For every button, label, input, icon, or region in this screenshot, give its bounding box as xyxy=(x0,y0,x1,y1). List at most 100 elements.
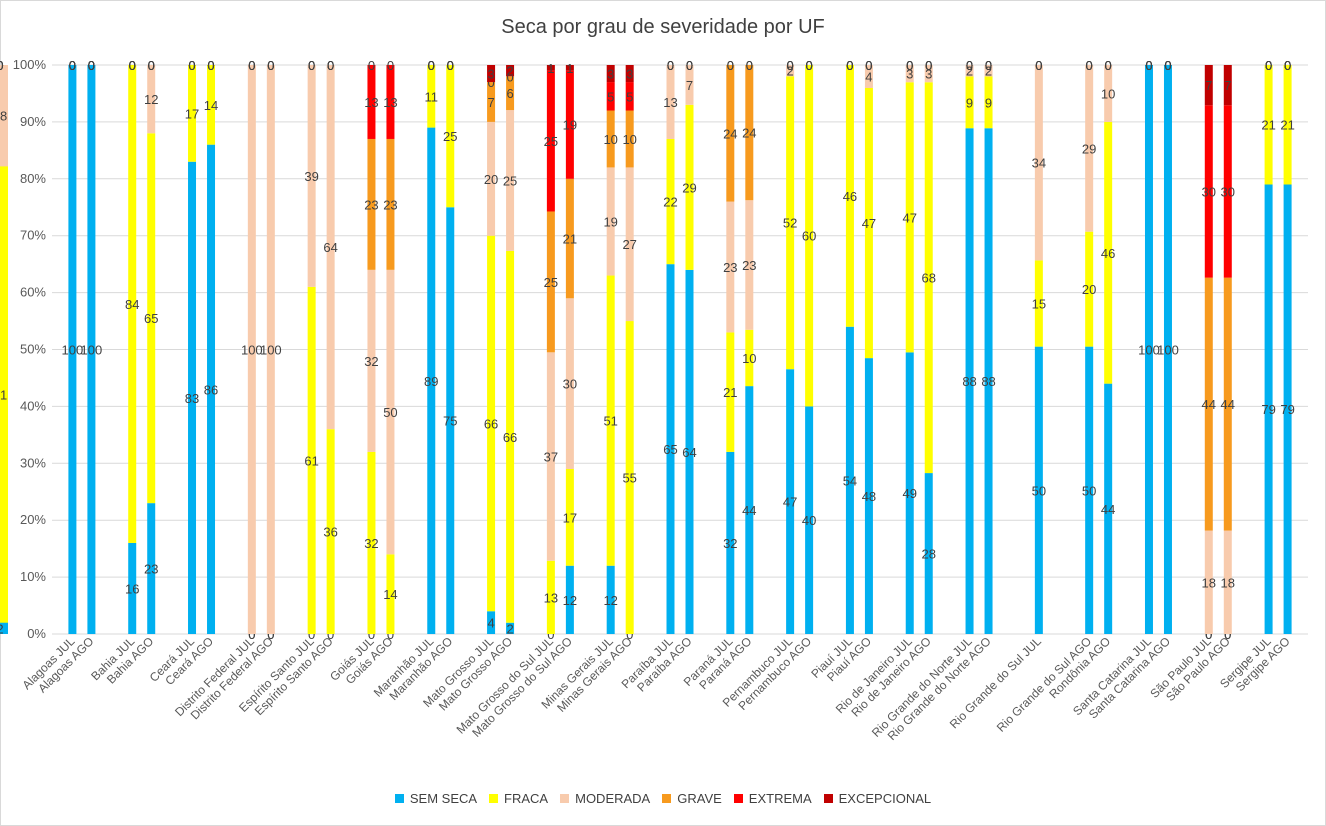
data-label: 0 xyxy=(865,58,872,73)
data-label: 0 xyxy=(88,58,95,73)
data-label: 32 xyxy=(723,536,737,551)
bar-segment xyxy=(786,76,795,370)
data-label: 3 xyxy=(487,67,494,82)
data-label: 36 xyxy=(323,525,337,540)
data-label: 0 xyxy=(428,58,435,73)
bar-segment xyxy=(1283,65,1292,185)
data-label: 100 xyxy=(1138,343,1160,358)
data-label: 30 xyxy=(1202,184,1216,199)
bar-segment xyxy=(625,167,634,322)
bar-segment xyxy=(207,144,216,634)
data-label: 0 xyxy=(1164,58,1171,73)
data-label: 0 xyxy=(925,58,932,73)
bar-segment xyxy=(0,622,8,634)
data-label: 0 xyxy=(1284,58,1291,73)
data-label: 0 xyxy=(1205,627,1212,642)
data-label: 0 xyxy=(1164,58,1171,73)
bar-segment xyxy=(367,138,376,270)
data-label: 1 xyxy=(547,61,554,76)
legend-swatch xyxy=(662,794,672,803)
data-label: 5 xyxy=(626,89,633,104)
data-label: 2 xyxy=(787,64,794,79)
data-label: 39 xyxy=(304,169,318,184)
data-label: 66 xyxy=(503,430,517,445)
data-label: 49 xyxy=(903,486,917,501)
bar-segment xyxy=(386,269,395,555)
data-label: 11 xyxy=(425,89,439,104)
data-label: 0 xyxy=(1145,58,1152,73)
data-label: 0 xyxy=(248,627,255,642)
bar-segment xyxy=(965,65,974,77)
bar-segment xyxy=(1283,184,1292,635)
bar-segment xyxy=(1034,260,1043,347)
data-label: 12 xyxy=(144,92,158,107)
bar-segment xyxy=(625,82,634,111)
bar-segment xyxy=(326,429,335,634)
y-tick-label: 70% xyxy=(20,228,46,243)
data-label: 9 xyxy=(966,95,973,110)
bar-segment xyxy=(984,128,993,634)
bar-segment xyxy=(546,65,555,71)
data-label: 0 xyxy=(787,58,794,73)
data-label: 47 xyxy=(783,495,797,510)
data-label: 0 xyxy=(387,627,394,642)
data-label: 68 xyxy=(922,271,936,286)
data-label: 83 xyxy=(185,391,199,406)
data-label: 79 xyxy=(1261,402,1275,417)
data-label: 0 xyxy=(267,58,274,73)
data-label: 0 xyxy=(88,58,95,73)
data-label: 54 xyxy=(843,473,857,488)
data-label: 0 xyxy=(1145,58,1152,73)
bar-segment xyxy=(666,138,675,265)
data-label: 16 xyxy=(125,581,139,596)
bar-segment xyxy=(1204,65,1213,106)
bar-segment xyxy=(1034,346,1043,634)
data-label: 0 xyxy=(1224,627,1231,642)
data-label: 0 xyxy=(428,58,435,73)
data-label: 0 xyxy=(267,58,274,73)
bar-segment xyxy=(745,200,754,330)
data-label: 0 xyxy=(806,58,813,73)
data-label: 51 xyxy=(603,414,617,429)
bar-segment xyxy=(924,65,933,83)
data-label: 20 xyxy=(1082,282,1096,297)
data-label: 40 xyxy=(802,513,816,528)
data-label: 23 xyxy=(742,258,756,273)
data-label: 0 xyxy=(447,58,454,73)
data-label: 0 xyxy=(0,58,4,73)
data-label: 89 xyxy=(424,374,438,389)
data-label: 29 xyxy=(1082,141,1096,156)
bar-segment xyxy=(487,235,496,612)
data-label: 46 xyxy=(1101,246,1115,261)
data-label: 0 xyxy=(1086,58,1093,73)
data-label: 66 xyxy=(484,416,498,431)
data-label: 37 xyxy=(544,450,558,465)
legend-label: SEM SECA xyxy=(409,791,478,806)
bar-segment xyxy=(726,451,735,634)
data-label: 0 xyxy=(985,58,992,73)
legend-swatch xyxy=(560,794,570,803)
bar-segment xyxy=(786,369,795,634)
bar-segment xyxy=(487,121,496,236)
data-label: 0 xyxy=(1164,58,1171,73)
data-label: 0 xyxy=(667,58,674,73)
bar-segment xyxy=(726,332,735,452)
data-label: 0 xyxy=(667,58,674,73)
data-label: 0 xyxy=(267,627,274,642)
data-label: 0 xyxy=(1035,58,1042,73)
data-label: 4 xyxy=(865,69,872,84)
bar-segment xyxy=(386,138,395,270)
data-label: 0 xyxy=(69,58,76,73)
bar-segment xyxy=(565,565,574,634)
y-tick-label: 30% xyxy=(20,455,46,470)
data-label: 0 xyxy=(1205,627,1212,642)
data-label: 44 xyxy=(1101,502,1115,517)
bar-segment xyxy=(1104,383,1113,634)
bar-segment xyxy=(1104,121,1113,384)
bar-segment xyxy=(625,321,634,634)
data-label: 0 xyxy=(207,58,214,73)
bar-segment xyxy=(606,65,615,83)
data-label: 0 xyxy=(966,58,973,73)
data-label: 44 xyxy=(742,503,756,518)
data-label: 0 xyxy=(906,58,913,73)
